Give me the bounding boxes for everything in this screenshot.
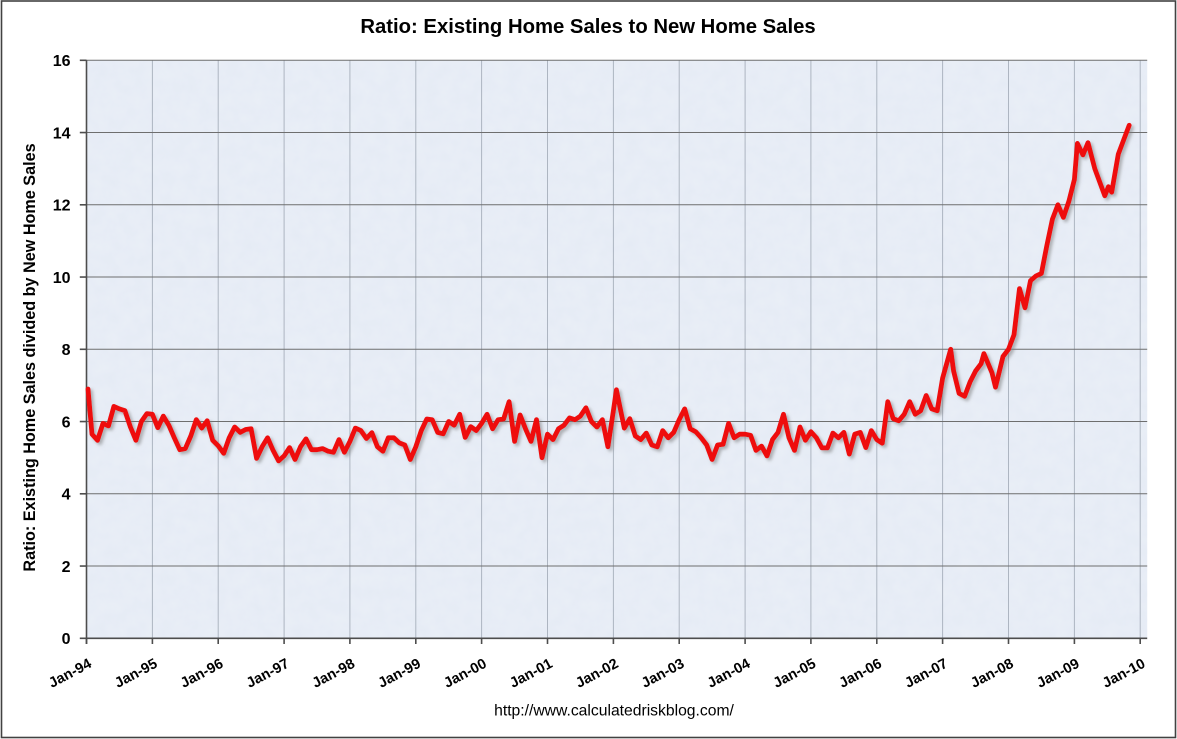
svg-text:6: 6 [62,414,71,431]
svg-text:10: 10 [53,270,71,287]
svg-text:12: 12 [53,198,71,215]
svg-text:Ratio: Existing Home Sales to: Ratio: Existing Home Sales to New Home S… [360,16,815,38]
svg-text:4: 4 [62,487,71,504]
svg-text:8: 8 [62,342,71,359]
svg-text:Ratio: Existing Home Sales div: Ratio: Existing Home Sales divided by Ne… [21,143,39,571]
svg-text:16: 16 [53,53,71,70]
svg-text:14: 14 [53,125,71,142]
svg-text:http://www.calculatedriskblog.: http://www.calculatedriskblog.com/ [494,703,734,720]
svg-text:0: 0 [62,631,71,648]
svg-text:2: 2 [62,559,71,576]
